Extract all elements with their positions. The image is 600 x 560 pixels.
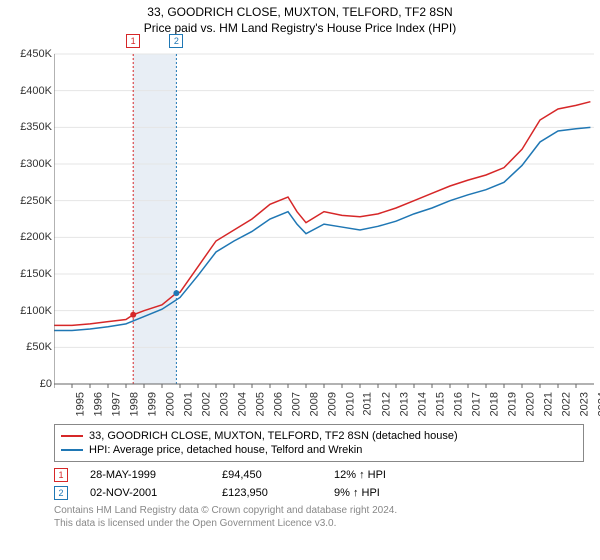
x-axis-label: 2015 [434,392,446,416]
legend-swatch [61,435,83,437]
x-axis-label: 2007 [290,392,302,416]
x-axis-label: 2000 [164,392,176,416]
x-axis-label: 2011 [362,392,374,416]
y-axis-label: £450K [8,48,52,60]
x-axis-label: 2002 [200,392,212,416]
x-axis-label: 2014 [416,392,428,416]
y-axis-label: £100K [8,305,52,317]
x-axis-label: 1995 [74,392,86,416]
sales-table: 1 28-MAY-1999 £94,450 12% ↑ HPI 2 02-NOV-2001… [54,468,584,500]
legend-item: 33, GOODRICH CLOSE, MUXTON, TELFORD, TF2… [61,429,577,443]
sale-date: 28-MAY-1999 [90,469,200,481]
x-axis-label: 2012 [380,392,392,416]
legend-label: 33, GOODRICH CLOSE, MUXTON, TELFORD, TF2… [89,429,458,443]
x-axis-label: 2022 [560,392,572,416]
x-axis-label: 2010 [344,392,356,416]
y-axis-label: £150K [8,268,52,280]
x-axis-label: 1999 [146,392,158,416]
x-axis-label: 1996 [92,392,104,416]
legend: 33, GOODRICH CLOSE, MUXTON, TELFORD, TF2… [54,424,584,462]
x-axis-label: 2001 [182,392,194,416]
y-axis-label: £0 [8,378,52,390]
chart-subtitle: Price paid vs. HM Land Registry's House … [8,20,592,36]
x-axis-label: 2013 [398,392,410,416]
x-axis-label: 2020 [524,392,536,416]
chart-area: £0£50K£100K£150K£200K£250K£300K£350K£400… [54,40,584,420]
x-axis-label: 2017 [470,392,482,416]
sale-index-box: 2 [54,486,68,500]
chart-title: 33, GOODRICH CLOSE, MUXTON, TELFORD, TF2… [8,4,592,20]
x-axis-label: 2016 [452,392,464,416]
line-chart [54,40,594,388]
x-axis-label: 2023 [578,392,590,416]
sale-date: 02-NOV-2001 [90,487,200,499]
sale-index-box: 1 [54,468,68,482]
sale-row: 1 28-MAY-1999 £94,450 12% ↑ HPI [54,468,584,482]
y-axis-label: £300K [8,158,52,170]
x-axis-label: 2008 [308,392,320,416]
y-axis-label: £350K [8,121,52,133]
sale-price: £123,950 [222,487,312,499]
x-axis-label: 1997 [110,392,122,416]
x-axis-label: 2009 [326,392,338,416]
y-axis-label: £250K [8,195,52,207]
x-axis-label: 2004 [236,392,248,416]
x-axis-label: 2018 [488,392,500,416]
y-axis-label: £200K [8,231,52,243]
x-axis-label: 2019 [506,392,518,416]
x-axis-label: 2021 [542,392,554,416]
legend-label: HPI: Average price, detached house, Telf… [89,443,362,457]
sale-marker: 2 [169,34,183,48]
sale-marker: 1 [126,34,140,48]
x-axis-label: 2005 [254,392,266,416]
sale-delta: 12% ↑ HPI [334,469,386,481]
sale-row: 2 02-NOV-2001 £123,950 9% ↑ HPI [54,486,584,500]
sale-price: £94,450 [222,469,312,481]
sale-delta: 9% ↑ HPI [334,487,380,499]
x-axis-label: 1998 [128,392,140,416]
footer-attribution: Contains HM Land Registry data © Crown c… [54,504,584,530]
y-axis-label: £50K [8,341,52,353]
x-axis-label: 2006 [272,392,284,416]
legend-swatch [61,449,83,451]
x-axis-label: 2024 [596,392,600,416]
legend-item: HPI: Average price, detached house, Telf… [61,443,577,457]
y-axis-label: £400K [8,85,52,97]
x-axis-label: 2003 [218,392,230,416]
